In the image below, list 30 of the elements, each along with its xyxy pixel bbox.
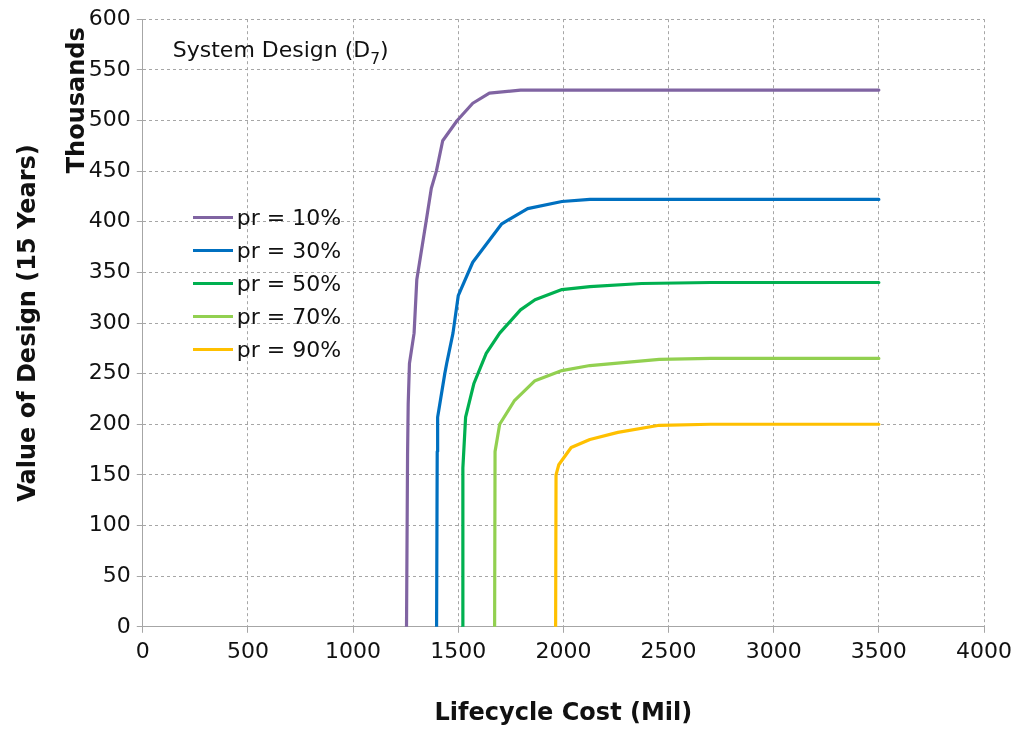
- legend-label: pr = 30%: [236, 237, 342, 263]
- y-tick-label: 50: [102, 561, 131, 587]
- x-tick-label: 0: [135, 637, 150, 663]
- x-tick-label: 500: [226, 637, 269, 663]
- text: Thousands: [62, 27, 91, 174]
- y-tick-label: 300: [88, 308, 131, 334]
- y-tick-label: 150: [88, 460, 131, 486]
- y-tick-label: 350: [88, 258, 131, 284]
- y-tick-label: 100: [88, 511, 131, 537]
- legend-label: pr = 70%: [236, 303, 342, 329]
- x-axis-title: Lifecycle Cost (Mil): [434, 697, 693, 726]
- y-axis-title: Value of Design (15 Years): [12, 144, 41, 502]
- x-tick-label: 2000: [535, 637, 592, 663]
- x-tick-label: 3000: [745, 637, 802, 663]
- x-tick-label: 4000: [956, 637, 1013, 663]
- legend-label: pr = 50%: [236, 270, 342, 296]
- y-tick-label: 600: [88, 4, 131, 30]
- y-tick-label: 550: [88, 55, 131, 81]
- x-tick-label: 2500: [640, 637, 697, 663]
- legend-label: pr = 10%: [236, 204, 342, 230]
- x-tick-label: 3500: [850, 637, 907, 663]
- legend-label: pr = 90%: [236, 336, 342, 362]
- y-tick-label: 400: [88, 207, 131, 233]
- x-tick-label: 1500: [430, 637, 487, 663]
- y-tick-label: 250: [88, 359, 131, 385]
- y-tick-label: 450: [88, 156, 131, 182]
- x-tick-label: 1000: [325, 637, 382, 663]
- y-tick-label: 200: [88, 409, 131, 435]
- y-tick-label: 500: [88, 106, 131, 132]
- y-tick-label: 0: [116, 612, 131, 638]
